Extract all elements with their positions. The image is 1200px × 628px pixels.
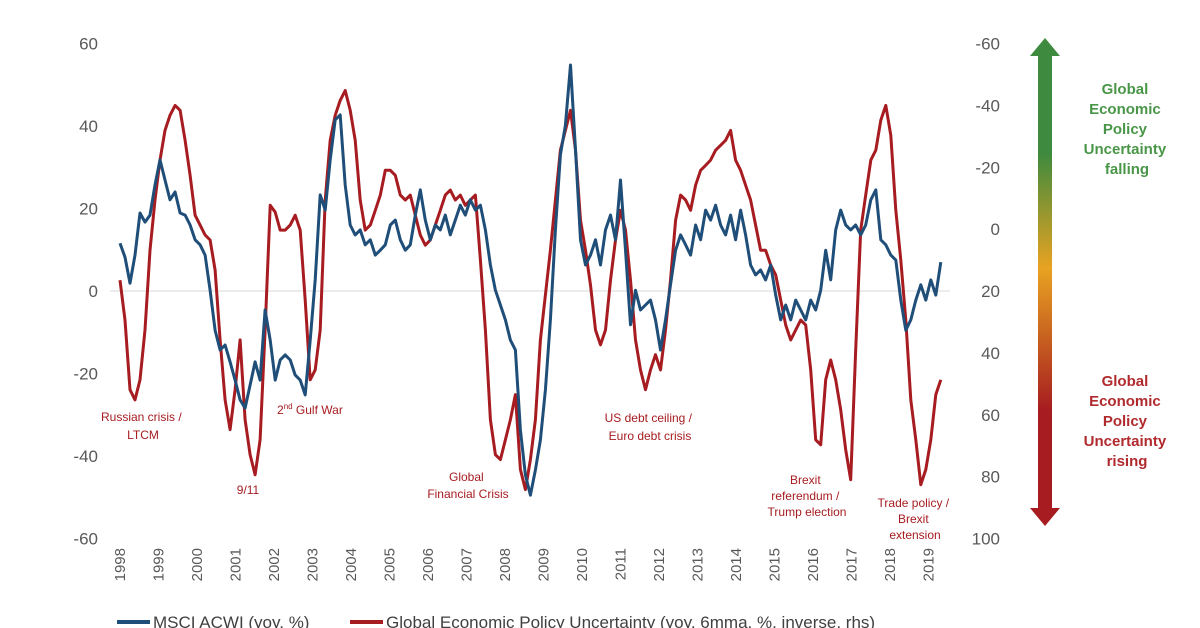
y-right-tick-label: -60: [975, 35, 1000, 54]
y-left-tick-label: 60: [79, 35, 98, 54]
x-tick-label: 2013: [690, 548, 707, 581]
annotation-gulf-war: 2nd Gulf War: [277, 402, 343, 417]
y-left-tick-label: 20: [79, 200, 98, 219]
x-tick-label: 2019: [921, 548, 938, 581]
y-right-tick-label: -20: [975, 158, 1000, 177]
x-tick-label: 2017: [844, 548, 861, 581]
x-tick-label: 2010: [574, 548, 591, 581]
left-axis: 60 40 20 0 -20 -40 -60: [73, 35, 98, 549]
x-axis: 1998 1999 2000 2001 2002 2003 2004 2005 2006 2007…: [112, 548, 938, 581]
annotation-9-11: 9/11: [237, 483, 260, 497]
right-axis: -60 -40 -20 0 20 40 60 80 100: [972, 35, 1000, 549]
x-tick-label: 2009: [536, 548, 553, 581]
x-tick-label: 2016: [805, 548, 822, 581]
annotation-russian-crisis: Russian crisis / LTCM: [101, 410, 185, 442]
legend-label-msci: MSCI ACWI (yoy, %): [153, 613, 309, 628]
annotation-us-debt: US debt ceiling / Euro debt crisis: [605, 411, 696, 443]
legend: MSCI ACWI (yoy, %) Global Economic Polic…: [117, 613, 875, 628]
x-tick-label: 2008: [497, 548, 514, 581]
annotation-trade-policy: Trade policy / Brexit extension: [878, 496, 953, 542]
x-tick-label: 1999: [151, 548, 168, 581]
x-tick-label: 2007: [459, 548, 476, 581]
y-right-tick-label: 80: [981, 468, 1000, 487]
y-left-tick-label: -60: [73, 530, 98, 549]
side-label-falling: Global Economic Policy Uncertainty falli…: [1084, 81, 1171, 178]
x-tick-label: 2012: [651, 548, 668, 581]
x-tick-label: 2001: [228, 548, 245, 581]
x-tick-label: 2003: [305, 548, 322, 581]
y-left-tick-label: -20: [73, 365, 98, 384]
y-right-tick-label: 60: [981, 406, 1000, 425]
x-tick-label: 2018: [882, 548, 899, 581]
annotation-brexit-trump: Brexit referendum / Trump election: [768, 473, 847, 519]
y-left-tick-label: -40: [73, 447, 98, 466]
side-label-rising: Global Economic Policy Uncertainty risin…: [1084, 373, 1171, 470]
x-tick-label: 2014: [728, 548, 745, 581]
y-left-tick-label: 40: [79, 117, 98, 136]
x-tick-label: 2006: [420, 548, 437, 581]
x-tick-label: 2015: [767, 548, 784, 581]
y-right-tick-label: 0: [991, 220, 1000, 239]
series-lines: [118, 63, 943, 497]
uncertainty-arrow-icon: [1030, 38, 1060, 526]
x-tick-label: 2005: [382, 548, 399, 581]
x-tick-label: 2002: [266, 548, 283, 581]
y-right-tick-label: 100: [972, 530, 1000, 549]
x-tick-label: 2004: [343, 548, 360, 581]
y-right-tick-label: 20: [981, 282, 1000, 301]
y-left-tick-label: 0: [89, 282, 98, 301]
x-tick-label: 2000: [189, 548, 206, 581]
annotation-gfc: Global Financial Crisis: [427, 470, 508, 501]
x-tick-label: 1998: [112, 548, 129, 581]
legend-label-epu: Global Economic Policy Uncertainty (yoy,…: [386, 613, 875, 628]
series-line-msci-acwi: [118, 63, 943, 497]
y-right-tick-label: 40: [981, 344, 1000, 363]
x-tick-label: 2011: [613, 548, 630, 580]
y-right-tick-label: -40: [975, 96, 1000, 115]
series-line-epu: [118, 89, 943, 492]
